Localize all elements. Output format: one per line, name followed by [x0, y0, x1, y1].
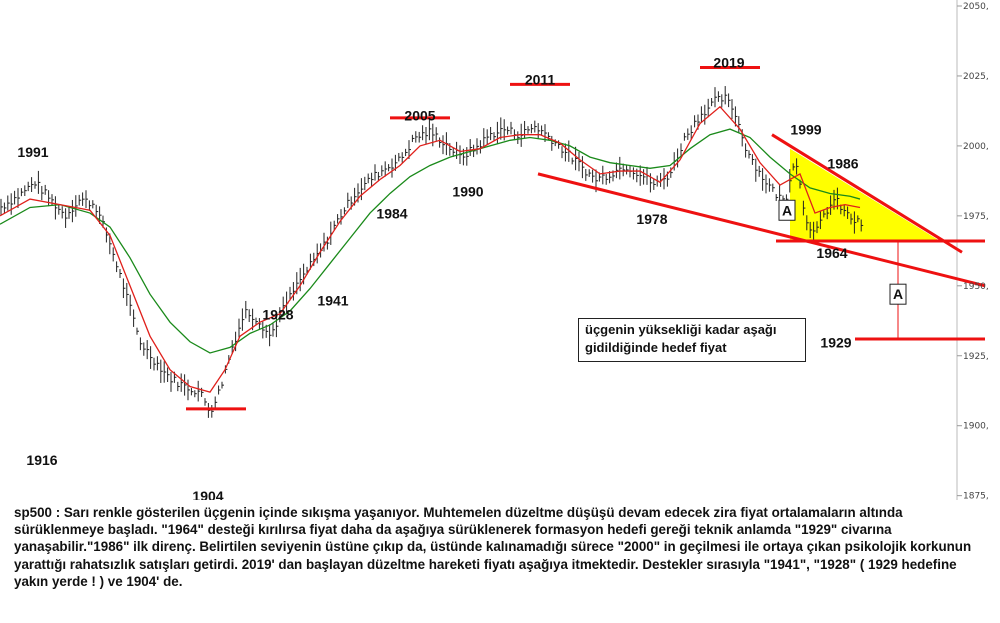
level-label: 1984	[376, 206, 407, 222]
tick-label: 1925,	[963, 352, 989, 362]
level-label: 1978	[636, 211, 667, 227]
marker-label: A	[782, 202, 792, 218]
level-label: 2019	[713, 55, 744, 71]
price-chart: 2050, 2025, 2000, 1975, 1950, 1925, 1900, 1875,…	[0, 0, 989, 500]
level-labels: 1991 1916 1904 1928 1941 1984 2005 1990 2011 1978…	[17, 55, 858, 500]
level-label: 1999	[790, 122, 821, 138]
target-note-line1: üçgenin yüksekliği kadar aşağı	[585, 322, 777, 337]
tick-label: 2025,	[963, 72, 989, 82]
marker-label: A	[893, 286, 903, 302]
trendline	[537, 172, 986, 288]
trendlines	[537, 133, 986, 339]
level-label: 1928	[262, 306, 293, 322]
marker-box	[889, 283, 907, 305]
tick-label: 1975,	[963, 212, 989, 222]
level-label: 1941	[317, 292, 348, 308]
marker-box	[778, 199, 796, 221]
level-label: 1991	[17, 144, 48, 160]
tick-label: 2050,	[963, 2, 989, 12]
red-level-lines	[186, 66, 985, 411]
level-label: 2005	[404, 108, 435, 124]
slow-moving-average	[0, 128, 861, 354]
y-axis-ticks: 2050, 2025, 2000, 1975, 1950, 1925, 1900, 1875,	[957, 2, 989, 500]
yellow-triangle	[790, 148, 940, 242]
tick-label: 1900,	[963, 422, 989, 432]
level-label: 2011	[525, 71, 556, 87]
level-label: 1990	[452, 183, 483, 199]
trendline	[771, 133, 963, 254]
level-label: 1964	[816, 245, 847, 261]
level-label: 1929	[820, 334, 851, 350]
level-label: 1916	[26, 452, 57, 468]
level-label: 1904	[192, 488, 223, 500]
a-markers: AA	[778, 199, 907, 305]
price-bars	[0, 86, 864, 418]
level-label: 1986	[827, 155, 858, 171]
target-note-line2: gidildiğinde hedef fiyat	[585, 340, 727, 355]
analysis-text: sp500 : Sarı renkle gösterilen üçgenin i…	[14, 505, 972, 589]
tick-label: 2000,	[963, 142, 989, 152]
fast-moving-average	[0, 105, 861, 393]
tick-label: 1875,	[963, 492, 989, 500]
target-note: üçgenin yüksekliği kadar aşağı gidildiği…	[578, 318, 806, 362]
tick-label: 1950,	[963, 282, 989, 292]
